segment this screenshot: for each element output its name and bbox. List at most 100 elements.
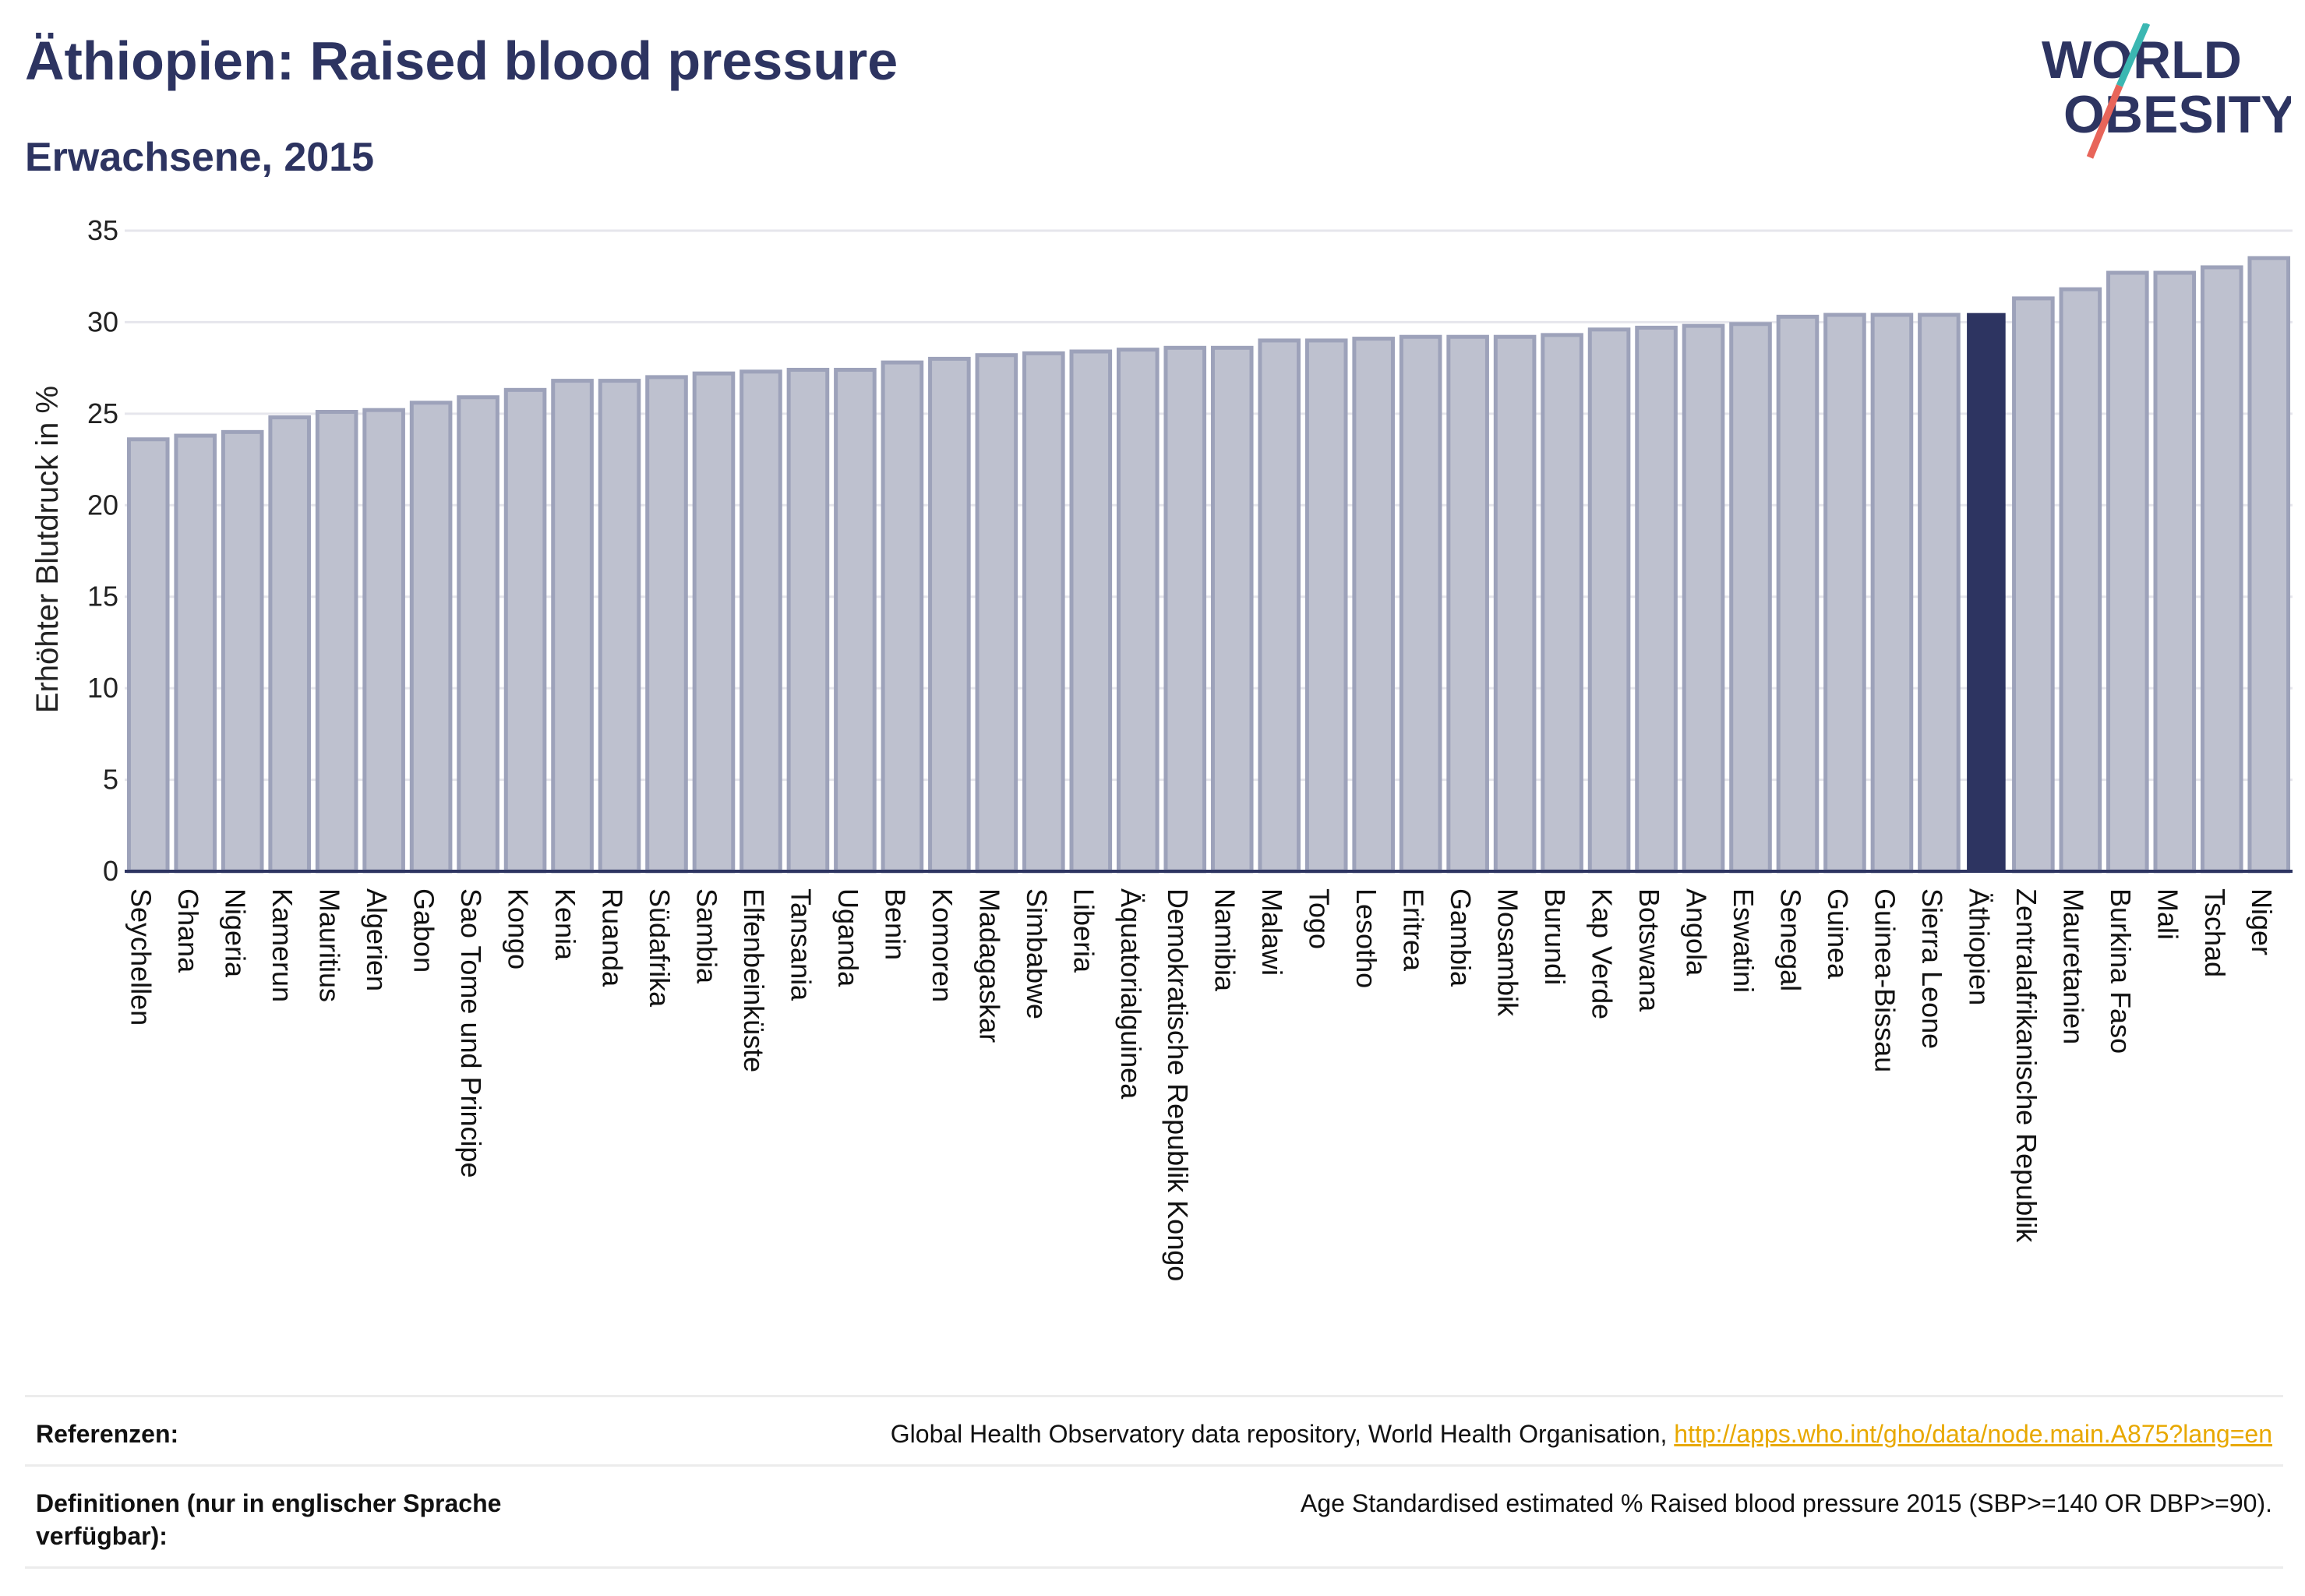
x-tick-label: Senegal <box>1774 888 1806 991</box>
x-tick-label: Sambia <box>690 888 722 984</box>
axes: 0 5 10 15 20 25 30 35 <box>87 214 2293 887</box>
bar <box>268 415 311 874</box>
x-tick-label: Eswatini <box>1728 888 1760 993</box>
references-link[interactable]: http://apps.who.int/gho/data/node.main.A… <box>1674 1420 2272 1448</box>
bar <box>881 360 924 874</box>
x-tick-label: Nigeria <box>220 888 252 978</box>
bar <box>645 375 688 874</box>
bar <box>1635 325 1678 874</box>
category-labels: Seychellen Ghana Nigeria Kamerun Mauritius Al… <box>125 888 2279 1281</box>
references-value: Global Health Observatory data repositor… <box>891 1418 2272 1450</box>
bar <box>834 367 877 874</box>
bar <box>1682 323 1725 874</box>
bar <box>1776 314 1820 874</box>
x-tick-label: Benin <box>879 888 911 960</box>
bar <box>692 371 736 874</box>
x-tick-label: Burundi <box>1539 888 1571 985</box>
bar <box>2247 256 2291 874</box>
references-row: Referenzen: Global Health Observatory da… <box>25 1395 2283 1464</box>
y-axis-label: Erhöhter Blutdruck in % <box>30 386 65 713</box>
x-tick-label: Madagaskar <box>973 888 1005 1043</box>
x-tick-label: Mosambik <box>1492 888 1524 1017</box>
logo-slash-teal <box>2116 23 2151 87</box>
bar <box>221 429 264 874</box>
logo-slash-red <box>2086 84 2123 159</box>
bar <box>1304 338 1348 874</box>
bar <box>1870 312 1914 874</box>
bar <box>362 408 405 874</box>
x-tick-label: Namibia <box>1209 888 1241 992</box>
bar <box>174 433 217 874</box>
bar <box>1258 338 1301 874</box>
x-tick-label: Ghana <box>172 888 204 973</box>
x-tick-label: Mali <box>2151 888 2183 940</box>
y-tick-label: 35 <box>87 214 118 246</box>
bar <box>1399 334 1442 874</box>
bar <box>1493 334 1537 874</box>
bar <box>1967 312 2006 872</box>
bar <box>2153 270 2197 874</box>
y-tick-label: 30 <box>87 305 118 337</box>
y-tick-label: 25 <box>87 397 118 429</box>
world-obesity-logo: WORLD OBESITY <box>2042 23 2291 159</box>
x-tick-label: Seychellen <box>125 888 157 1026</box>
x-tick-label: Simbabwe <box>1021 888 1053 1019</box>
bar-chart: 0 5 10 15 20 25 30 35 Seychellen Ghana Nigeria Kam… <box>30 214 2293 1281</box>
bar <box>975 353 1018 874</box>
y-tick-label: 0 <box>103 855 118 887</box>
bar <box>551 379 594 874</box>
y-tick-label: 10 <box>87 672 118 704</box>
x-tick-label: Südafrika <box>644 888 676 1008</box>
chart-title: Äthiopien: Raised blood pressure <box>25 30 898 91</box>
x-tick-label: Tschad <box>2199 888 2231 977</box>
y-tick-label: 20 <box>87 489 118 521</box>
x-tick-label: Malawi <box>1256 888 1288 976</box>
bar <box>1541 333 1583 874</box>
x-tick-label: Angola <box>1681 888 1713 976</box>
bar <box>740 369 782 874</box>
x-tick-label: Kenia <box>549 888 581 961</box>
x-tick-label: Burkina Faso <box>2105 888 2137 1054</box>
references-text: Global Health Observatory data repositor… <box>890 1420 1675 1448</box>
bar <box>786 367 830 874</box>
x-tick-label: Kongo <box>503 888 535 969</box>
bar <box>1116 348 1160 874</box>
definitions-text: Age Standardised estimated % Raised bloo… <box>1301 1489 2272 1517</box>
x-tick-label: Liberia <box>1068 888 1100 973</box>
x-tick-label: Kamerun <box>267 888 298 1002</box>
x-tick-label: Ruanda <box>597 888 629 987</box>
x-tick-label: Äthiopien <box>1963 888 1995 1005</box>
bar <box>503 387 547 874</box>
bar <box>1352 337 1395 874</box>
x-tick-label: Elfenbeinküste <box>738 888 770 1072</box>
references-label: Referenzen: <box>36 1420 179 1448</box>
x-tick-label: Äquatorialguinea <box>1115 888 1147 1100</box>
x-tick-label: Eritrea <box>1398 888 1430 972</box>
x-tick-label: Mauretanien <box>2057 888 2089 1044</box>
x-tick-label: Gabon <box>408 888 440 973</box>
bar <box>1210 345 1254 874</box>
y-tick-label: 15 <box>87 581 118 613</box>
x-tick-label: Komoren <box>927 888 958 1002</box>
bar <box>1823 312 1866 874</box>
bar <box>928 356 971 874</box>
x-tick-label: Sao Tome und Principe <box>455 888 487 1178</box>
bar <box>1022 351 1065 874</box>
x-tick-label: Gambia <box>1445 888 1477 987</box>
bar <box>1163 345 1207 874</box>
definitions-row: Definitionen (nur in englischer Sprache … <box>25 1464 2283 1569</box>
bar <box>315 410 358 874</box>
x-tick-label: Tansania <box>785 888 817 1001</box>
bar <box>2012 296 2055 874</box>
x-tick-label: Demokratische Republik Kongo <box>1162 888 1194 1281</box>
bar <box>2200 265 2243 874</box>
definitions-label: Definitionen (nur in englischer Sprache … <box>36 1489 502 1550</box>
x-tick-label: Guinea-Bissau <box>1869 888 1901 1072</box>
x-tick-label: Uganda <box>832 888 864 987</box>
x-tick-label: Kap Verde <box>1587 888 1618 1019</box>
bar <box>126 437 170 874</box>
x-tick-label: Togo <box>1304 888 1336 949</box>
x-tick-label: Sierra Leone <box>1916 888 1948 1049</box>
x-tick-label: Algerien <box>361 888 393 991</box>
bar <box>1587 327 1631 874</box>
